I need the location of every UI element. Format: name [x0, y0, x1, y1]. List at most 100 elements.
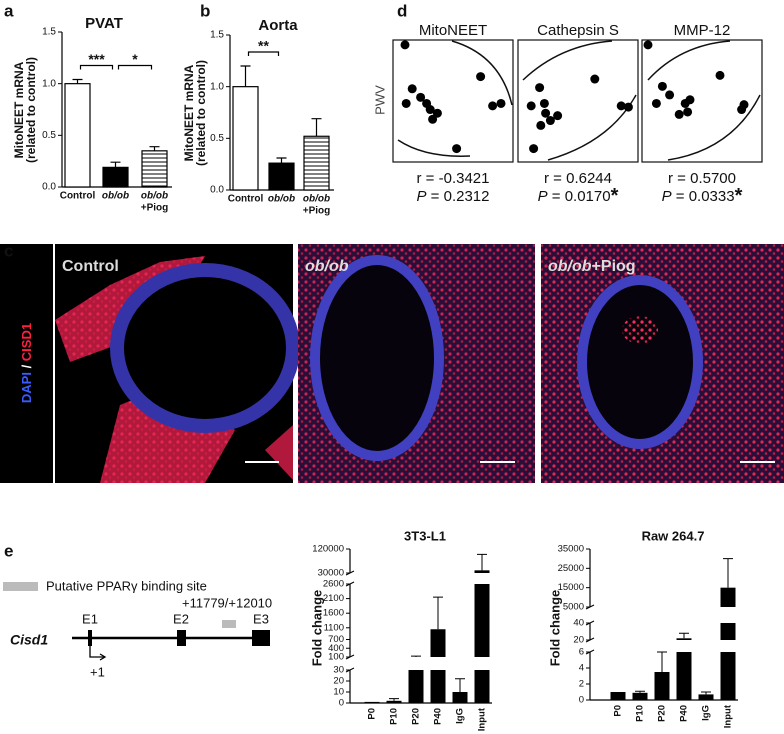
x-tick-label: P0	[367, 708, 378, 720]
y-tick-label: 25000	[558, 563, 584, 574]
y-tick-label: 100	[328, 652, 344, 663]
tss-label: +1	[90, 664, 105, 679]
y-tick-label: 1.0	[210, 81, 224, 92]
y-axis-label: Fold change	[547, 590, 562, 667]
exon-label: E2	[173, 611, 189, 626]
y-tick-label: 2600	[323, 579, 344, 590]
stain-label: DAPI / CISD1	[19, 323, 34, 403]
y-tick-label: 0	[339, 698, 344, 709]
point	[428, 114, 438, 124]
r-label: r = 0.6244	[544, 170, 612, 187]
image-label: Control	[62, 258, 119, 275]
point	[535, 83, 545, 93]
point	[529, 144, 539, 154]
bar	[474, 570, 490, 573]
error-bar	[311, 118, 322, 137]
panel-label: c	[4, 241, 13, 260]
image-label-text: ob/ob	[548, 258, 592, 275]
y-axis-label: PWV	[372, 85, 387, 115]
x-tick-label: P40	[433, 708, 444, 725]
r-label: r = -0.3421	[417, 170, 490, 187]
exon	[177, 630, 186, 646]
x-tick-label: ob/ob	[268, 194, 295, 205]
y-tick-label: 1600	[323, 608, 344, 619]
x-tick-label: ob/ob	[141, 191, 168, 202]
x-tick-label: P20	[657, 705, 668, 722]
y-tick-label: 1.5	[210, 30, 224, 41]
error-bar	[149, 146, 160, 151]
x-tick-label: P10	[389, 708, 400, 725]
bar	[676, 638, 692, 640]
p-label: P = 0.0333*	[662, 185, 743, 207]
chart-title: PVAT	[85, 15, 123, 32]
p-value: = 0.2312	[427, 188, 490, 205]
legend-swatch	[3, 582, 38, 591]
point	[657, 81, 667, 91]
point	[553, 111, 563, 121]
bar	[141, 150, 168, 188]
bar	[430, 629, 446, 657]
bar	[474, 670, 490, 703]
y-tick-label: 0.0	[42, 182, 56, 193]
plot-frame	[392, 39, 514, 163]
x-tick-label: P0	[613, 705, 624, 717]
p-star: *	[735, 185, 743, 207]
y-tick-label: 20	[333, 676, 344, 687]
point	[401, 98, 411, 108]
error-bar	[276, 157, 287, 164]
p-name: P	[538, 188, 548, 205]
error-bar	[240, 65, 251, 87]
p-name: P	[662, 188, 672, 205]
point	[452, 144, 462, 154]
point	[476, 72, 486, 82]
significance-label: *	[132, 51, 138, 67]
fit-curve	[647, 40, 731, 81]
fit-curves	[397, 40, 761, 161]
exon	[252, 630, 270, 646]
y-tick-label: 0.0	[210, 185, 224, 196]
significance-bracket	[79, 64, 114, 70]
y-tick-label: 15000	[558, 582, 584, 593]
error-bar	[110, 161, 121, 168]
significance-bracket	[247, 51, 280, 56]
legend-text: Putative PPARγ binding site	[46, 578, 207, 593]
microscopy: DAPI / CISD1 Control ob/ob ob/ob+Piog	[0, 244, 784, 483]
p-label: P = 0.0170*	[538, 185, 619, 207]
y-tick-label: 1.0	[42, 78, 56, 89]
bar	[303, 135, 330, 191]
stain-sep: /	[19, 361, 34, 372]
chart-title: MitoNEET	[419, 22, 487, 39]
y-tick-label: 120000	[312, 544, 344, 555]
y-tick-label: 700	[328, 634, 344, 645]
bar	[610, 692, 626, 700]
point	[432, 108, 442, 118]
error-bar	[701, 691, 711, 695]
y-tick-label: 0	[579, 695, 584, 706]
chart-title: Cathepsin S	[537, 22, 619, 39]
vessel-ring	[110, 263, 300, 433]
y-tick-label: 1100	[324, 622, 344, 633]
x-tick-label: IgG	[455, 708, 466, 724]
image-label: ob/ob+Piog	[548, 258, 636, 275]
y-tick-label: 2100	[323, 593, 344, 604]
bar	[474, 584, 490, 657]
panel-label: d	[397, 1, 407, 20]
bar	[720, 652, 736, 700]
chart-title: Raw 264.7	[642, 528, 705, 543]
p-name: P	[417, 188, 427, 205]
lumen-cells	[622, 316, 658, 344]
error-bar	[72, 78, 83, 84]
bar	[452, 692, 468, 703]
significance-bracket	[117, 64, 153, 70]
chart-title: Aorta	[258, 17, 298, 34]
plot-frame	[641, 39, 763, 163]
y-tick-label: 5000	[563, 602, 584, 613]
y-tick-label: 2	[579, 679, 584, 690]
y-tick-label: 0.5	[210, 133, 224, 144]
bar	[720, 623, 736, 640]
y-tick-label: 30	[333, 665, 344, 676]
p-label: P = 0.2312	[417, 188, 490, 205]
bar	[268, 162, 295, 191]
x-tick-label: ob/ob	[303, 194, 330, 205]
point	[536, 120, 546, 130]
